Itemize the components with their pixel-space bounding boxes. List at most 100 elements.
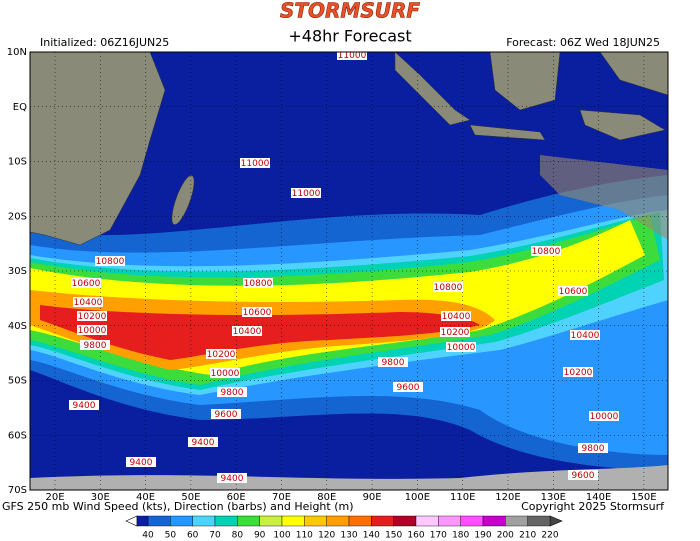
contour-label-box — [206, 349, 236, 359]
contour-label-box — [570, 330, 600, 340]
contour-label: 10400 — [233, 327, 262, 337]
contour-label-box — [291, 188, 321, 198]
colorbar-swatch — [136, 515, 149, 527]
land-australia — [540, 155, 668, 240]
lon-label: 100E — [405, 492, 430, 503]
lon-label: 70E — [272, 492, 291, 503]
contour-label-box — [433, 282, 463, 292]
contour-labels: 11000 11000 11000 10800 10600 10400 10200 10000… — [69, 50, 619, 484]
colorbar-arrow — [125, 515, 138, 527]
colorbar-swatch — [281, 515, 305, 527]
contour-label-box — [558, 286, 588, 296]
contour-label-box — [126, 457, 156, 467]
contour-label-box — [80, 340, 110, 350]
colorbar-label: 130 — [340, 531, 357, 541]
contour-label: 10600 — [72, 279, 101, 289]
contour-label: 10000 — [447, 343, 476, 353]
contour-label: 10400 — [571, 331, 600, 341]
contour-label-box — [378, 357, 408, 367]
initialized: Initialized: 06Z16JUN25 — [40, 36, 169, 49]
contour-label-box — [77, 325, 107, 335]
colorbar-label: 50 — [165, 531, 177, 541]
contour-label: 9400 — [192, 438, 215, 448]
lat-label: 20S — [8, 211, 27, 222]
contour-label: 10200 — [78, 312, 107, 322]
contour-label: 9800 — [84, 341, 107, 351]
contour-label-box — [211, 409, 241, 419]
title: +48hr Forecast — [288, 27, 411, 46]
contour-label-box — [242, 307, 272, 317]
contour-label: 10800 — [244, 279, 273, 289]
colorbar-label: 210 — [519, 531, 536, 541]
contour-label: 10800 — [434, 283, 463, 293]
colorbar-label: 40 — [142, 531, 154, 541]
colorbar-swatch — [304, 515, 327, 527]
contour-label: 10800 — [96, 257, 125, 267]
colorbar-swatch — [505, 515, 528, 527]
contour-label-box — [337, 50, 367, 60]
contour-label-box — [217, 473, 247, 483]
lat-label: 40S — [8, 321, 27, 332]
contour-label-box — [232, 326, 262, 336]
colorbar-swatch — [438, 515, 461, 527]
land-africa — [29, 51, 166, 246]
colorbar-label: 220 — [541, 531, 558, 541]
contour-label: 10400 — [442, 312, 471, 322]
contour-label-box — [217, 387, 247, 397]
land-indonesia — [394, 51, 669, 141]
colorbar-swatch — [348, 515, 372, 527]
lon-label: 50E — [181, 492, 200, 503]
map: 11000 11000 11000 10800 10600 10400 10200 10000… — [29, 50, 669, 491]
colorbar-label: 90 — [254, 531, 266, 541]
contour-label-box — [210, 368, 240, 378]
colorbar-swatch — [460, 515, 484, 527]
contour-label: 9400 — [130, 458, 153, 468]
footer-description: GFS 250 mb Wind Speed (kts), Direction (… — [2, 500, 354, 513]
colorbar-swatch — [371, 515, 394, 527]
colorbar-swatch — [393, 515, 417, 527]
lat-label: 30S — [8, 266, 27, 277]
axis-labels: 10N EQ 10S 20S 30S 40S 50S 60S 70S 20E 30E 40E 50E 60… — [7, 47, 657, 503]
map-frame — [29, 51, 669, 491]
lon-label: 80E — [317, 492, 336, 503]
colorbar-swatch — [326, 515, 350, 527]
colorbar-swatch — [527, 515, 551, 527]
lon-label: 40E — [136, 492, 155, 503]
lon-label: 150E — [631, 492, 656, 503]
contour-label-box — [578, 443, 608, 453]
contour-label: 10600 — [559, 287, 588, 297]
contour-label-box — [563, 367, 593, 377]
contour-label: 10000 — [590, 412, 619, 422]
contour-label-box — [568, 470, 598, 480]
colorbar-label: 200 — [497, 531, 514, 541]
lat-label: 10N — [7, 47, 27, 58]
land-antarctica — [30, 465, 668, 490]
contour-label-box — [531, 246, 561, 256]
lon-label: 120E — [495, 492, 520, 503]
lat-label: 60S — [8, 430, 27, 441]
colorbar-arrow — [549, 515, 563, 527]
colorbar-label: 120 — [318, 531, 335, 541]
contour-label-box — [441, 311, 471, 321]
contour-label-box — [71, 278, 101, 288]
copyright: Copyright 2025 Stormsurf — [521, 500, 665, 513]
lon-label: 90E — [363, 492, 382, 503]
contour-label: 9600 — [397, 383, 420, 393]
contour-label: 11000 — [241, 159, 270, 169]
colorbar-swatch — [147, 515, 171, 527]
contour-label: 10800 — [532, 247, 561, 257]
colorbar-label: 170 — [430, 531, 447, 541]
lon-label: 110E — [450, 492, 475, 503]
contour-label: 10400 — [74, 298, 103, 308]
lat-label: EQ — [13, 102, 27, 113]
contour-label-box — [188, 437, 218, 447]
colorbar-label: 180 — [452, 531, 469, 541]
colorbar-swatch — [192, 515, 216, 527]
lon-label: 140E — [586, 492, 611, 503]
land-madagascar — [171, 175, 195, 225]
contour-label-box — [243, 278, 273, 288]
colorbar-label: 110 — [296, 531, 313, 541]
colorbar-swatch — [415, 515, 439, 527]
contour-label: 10600 — [243, 308, 272, 318]
